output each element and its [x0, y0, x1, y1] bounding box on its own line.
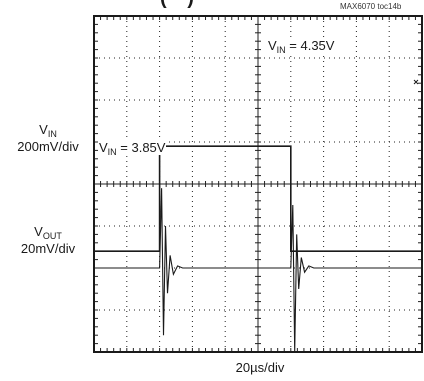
vout-subscript: OUT: [42, 231, 62, 241]
time-scale-label: 20µs/div: [235, 360, 285, 375]
high-value: = 4.35V: [285, 38, 335, 53]
vin-scale: 200mV/div: [17, 139, 79, 154]
title-fragment: (' ' ): [160, 0, 194, 10]
vout-name: V: [34, 224, 43, 239]
vin-subscript: IN: [47, 129, 57, 139]
grid: [93, 15, 423, 353]
vout-channel-label: VOUT 20mV/div: [8, 224, 88, 257]
vout-scale: 20mV/div: [20, 241, 76, 256]
high-name: V: [268, 38, 277, 53]
low-name: V: [99, 140, 108, 155]
plot-frame: [93, 15, 423, 353]
vin-high-annotation: VIN = 4.35V: [267, 38, 336, 55]
figure-tag: MAX6070 toc14b: [340, 2, 402, 11]
vout-trace: [94, 188, 422, 353]
vin-channel-label: VIN 200mV/div: [8, 122, 88, 155]
vin-low-annotation: VIN = 3.85V: [98, 140, 167, 157]
vin-name: V: [39, 122, 48, 137]
low-subscript: IN: [107, 147, 117, 157]
trigger-marker: [413, 79, 419, 85]
low-value: = 3.85V: [116, 140, 166, 155]
vin-trace: [94, 145, 422, 252]
high-subscript: IN: [276, 45, 286, 55]
